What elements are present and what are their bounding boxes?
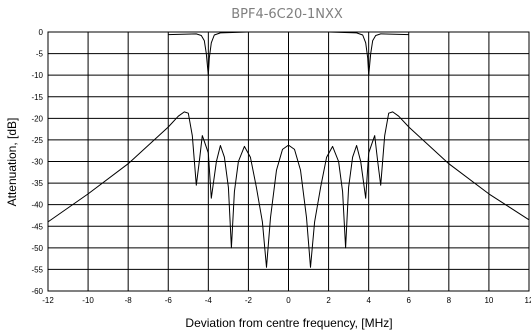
y-tick-label: -45: [31, 222, 43, 231]
x-tick-label: -10: [82, 296, 94, 305]
x-axis-label: Deviation from centre frequency, [MHz]: [185, 316, 392, 330]
x-tick-label: 10: [484, 296, 493, 305]
x-tick-label: 2: [326, 296, 331, 305]
x-tick-label: -12: [42, 296, 54, 305]
grid-lines: [48, 32, 529, 291]
x-tick-label: -6: [165, 296, 173, 305]
y-tick-label: -10: [31, 71, 43, 80]
x-tick-label: -8: [125, 296, 133, 305]
y-tick-label: -20: [31, 114, 43, 123]
series-line-2: [168, 31, 409, 76]
x-tick-label: 4: [366, 296, 371, 305]
series-group: [47, 31, 530, 268]
y-tick-label: -40: [31, 201, 43, 210]
y-tick-label: -30: [31, 158, 43, 167]
x-tick-label: -4: [205, 296, 213, 305]
x-tick-label: 8: [447, 296, 452, 305]
y-tick-label: -25: [31, 136, 43, 145]
y-tick-labels: 0 -5 -10 -15 -20 -25 -30 -35 -40 -45 -50 -55 -60: [31, 28, 43, 296]
y-tick-label: -55: [31, 265, 43, 274]
y-tick-label: -35: [31, 179, 43, 188]
y-tick-label: -15: [31, 93, 43, 102]
y-tick-label: 0: [39, 28, 44, 37]
chart-title: BPF4-6C20-1NXX: [231, 7, 343, 22]
x-tick-label: -2: [245, 296, 253, 305]
y-tick-label: -5: [36, 50, 44, 59]
x-tick-label: 6: [407, 296, 412, 305]
x-tick-label: 0: [286, 296, 291, 305]
y-axis-label: Attenuation, [dB]: [5, 118, 19, 207]
x-tick-label: 12: [525, 296, 531, 305]
x-tick-labels: -12 -10 -8 -6 -4 -2 0 2 4 6 8 10 12: [42, 296, 531, 305]
y-tick-label: -50: [31, 244, 43, 253]
series-line-1: [47, 111, 530, 268]
y-tick-label: -60: [31, 287, 43, 296]
